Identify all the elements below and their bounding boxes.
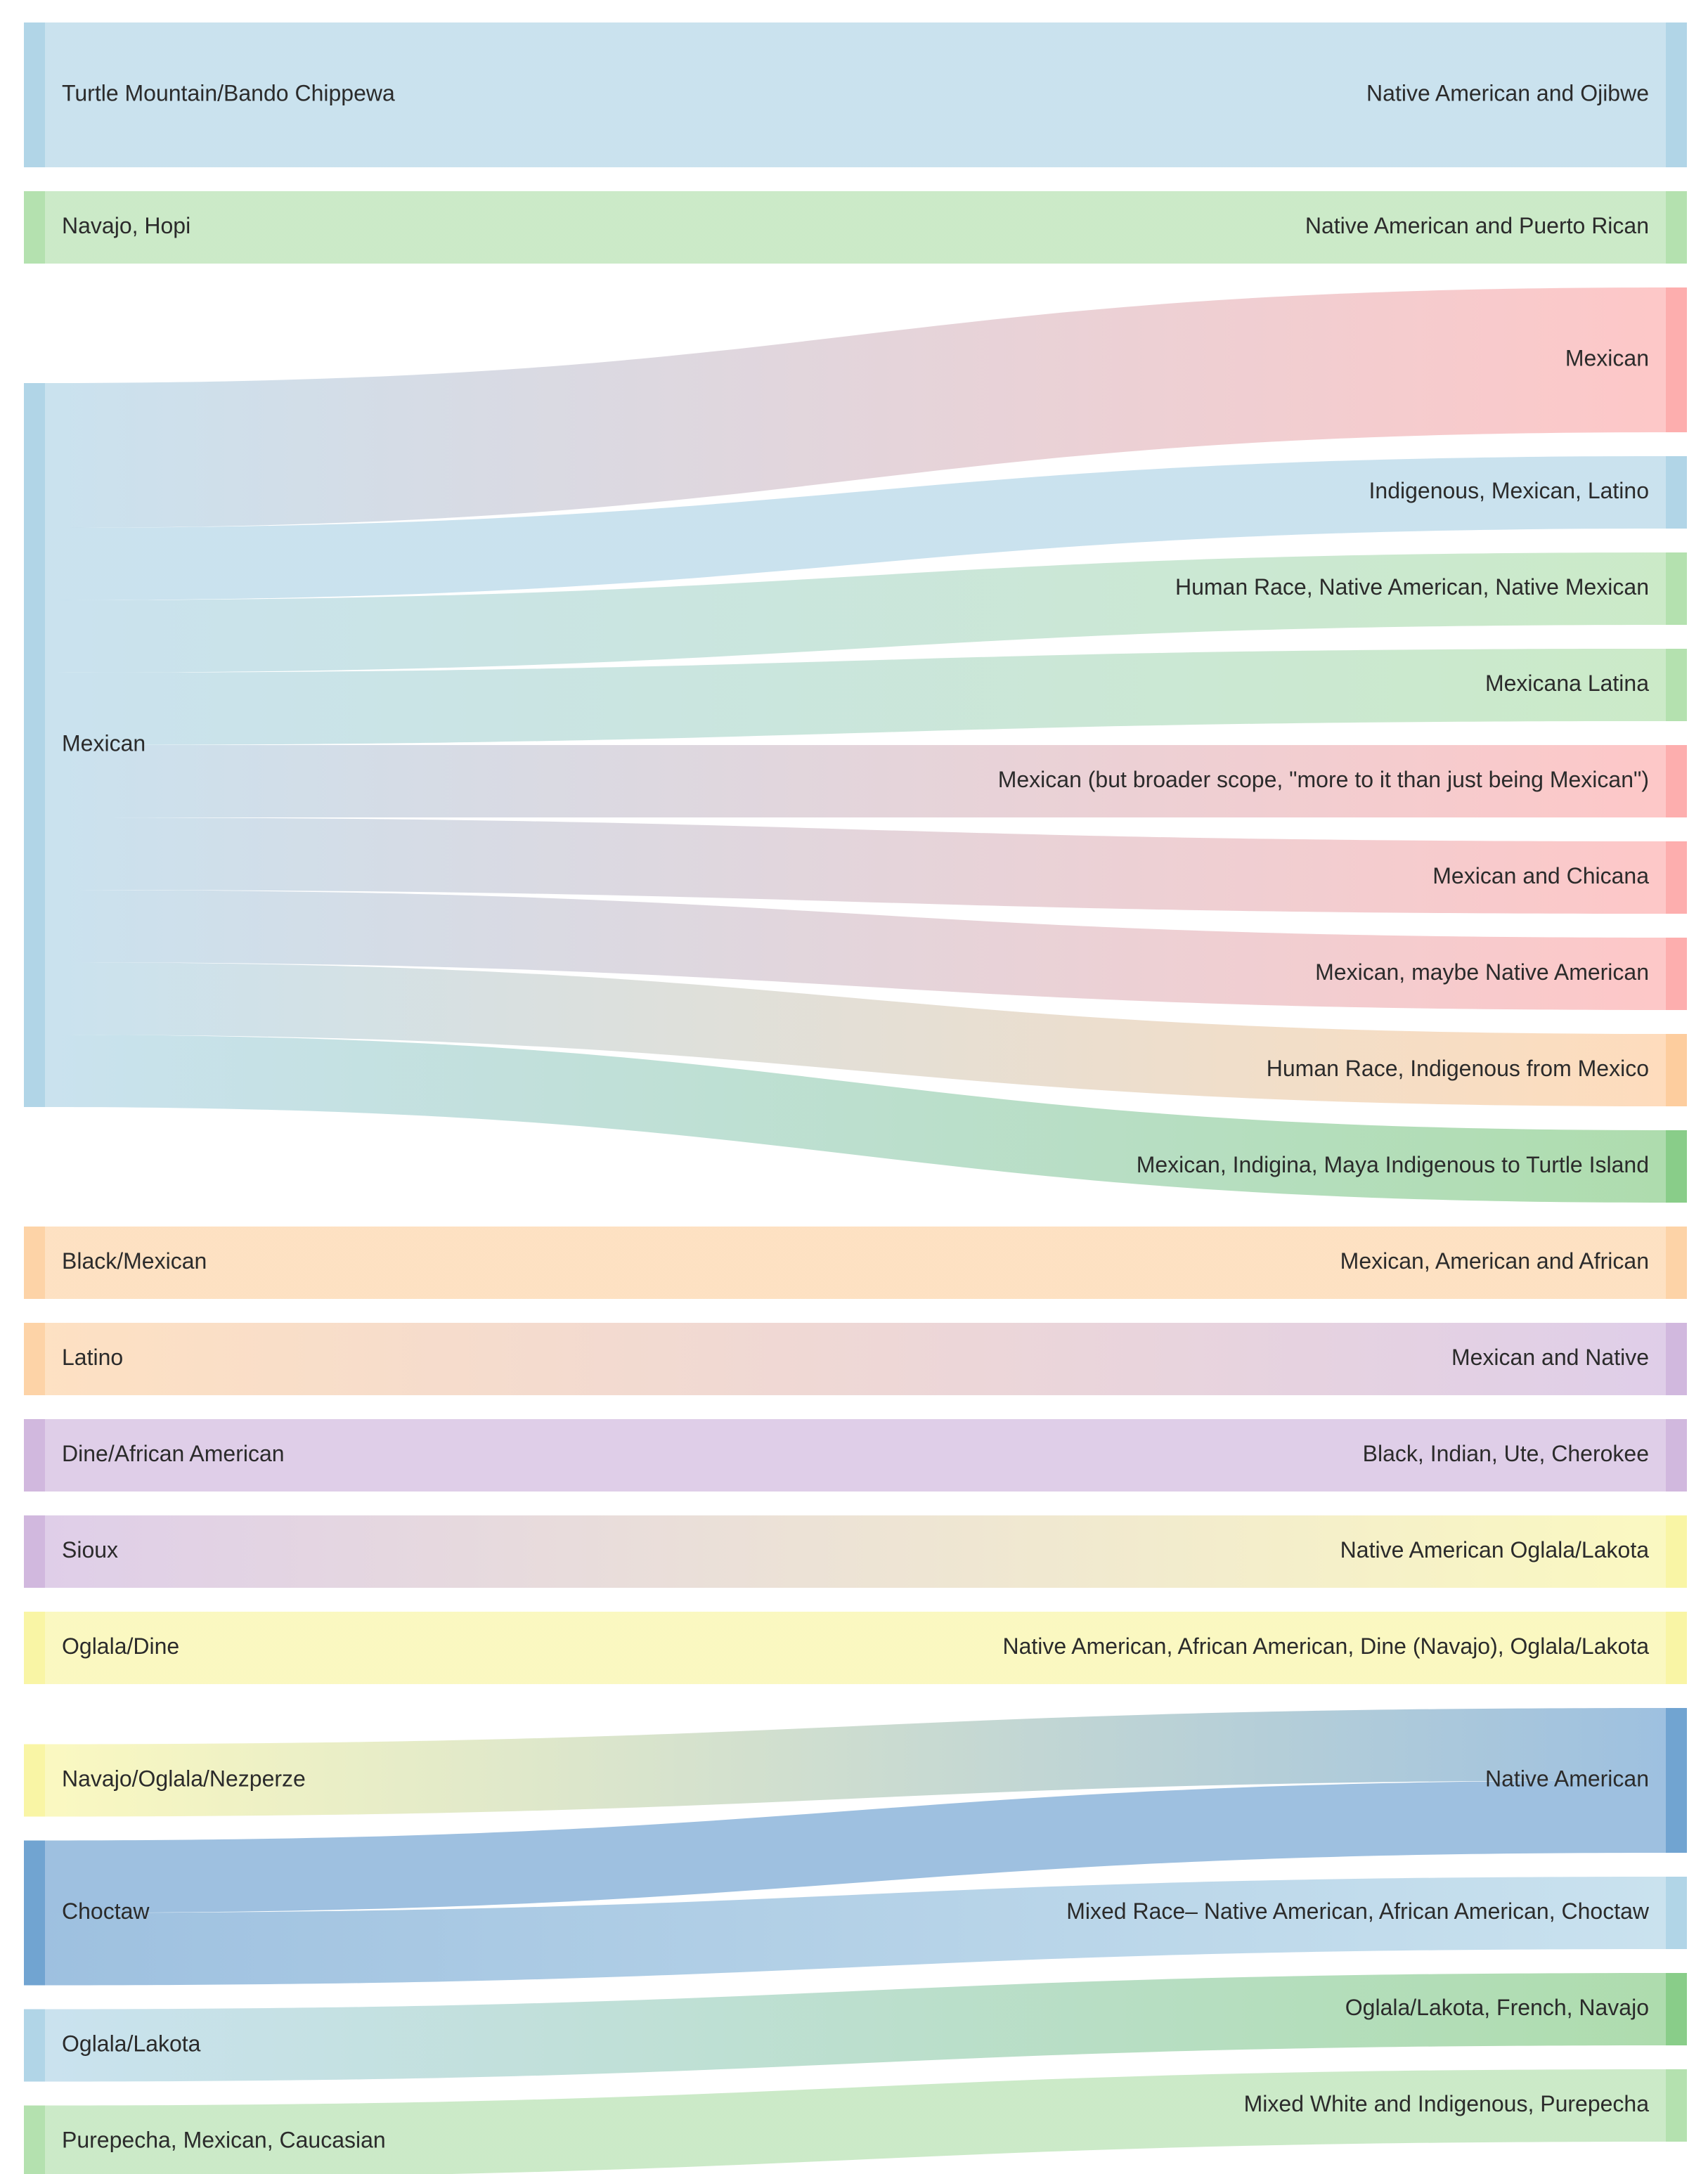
target-label-mexican-and-chicana: Mexican and Chicana (1432, 863, 1649, 888)
source-node-sioux[interactable] (24, 1515, 45, 1588)
link-mexican-to-human-race-native-american-native-mexican[interactable] (45, 552, 1666, 673)
target-node-mexican-but-broader-scope-more-to-it-than-just-being-mexican[interactable] (1666, 745, 1687, 817)
target-node-native-american-and-ojibwe[interactable] (1666, 22, 1687, 167)
target-node-native-american[interactable] (1666, 1708, 1687, 1853)
target-label-native-american-and-puerto-rican: Native American and Puerto Rican (1305, 213, 1649, 238)
target-label-mixed-race-native-american-african-american-choctaw: Mixed Race– Native American, African Ame… (1066, 1898, 1650, 1924)
source-node-navajo-hopi[interactable] (24, 191, 45, 264)
link-mexican-to-mexican-maybe-native-american[interactable] (45, 890, 1666, 1010)
source-label-navajo-hopi: Navajo, Hopi (62, 213, 190, 238)
link-mexican-to-mexican-indigina-maya-indigenous-to-turtle-island[interactable] (45, 1035, 1666, 1203)
target-label-indigenous-mexican-latino: Indigenous, Mexican, Latino (1369, 478, 1649, 503)
source-node-purepecha-mexican-caucasian[interactable] (24, 2105, 45, 2174)
link-oglala-dine-to-native-american-african-american-dine-navajo-oglala-lakota[interactable] (45, 1612, 1666, 1684)
source-node-turtle-mountain-bando-chippewa[interactable] (24, 22, 45, 167)
target-label-mexican-maybe-native-american: Mexican, maybe Native American (1315, 959, 1649, 985)
target-label-mexican-but-broader-scope-more-to-it-than-just-being-mexican: Mexican (but broader scope, "more to it … (998, 767, 1649, 792)
source-label-purepecha-mexican-caucasian: Purepecha, Mexican, Caucasian (62, 2127, 386, 2152)
link-oglala-lakota-to-oglala-lakota-french-navajo[interactable] (45, 1973, 1666, 2082)
target-node-human-race-native-american-native-mexican[interactable] (1666, 552, 1687, 625)
link-dine-african-american-to-black-indian-ute-cherokee[interactable] (45, 1419, 1666, 1492)
source-node-oglala-lakota[interactable] (24, 2009, 45, 2082)
target-label-oglala-lakota-french-navajo: Oglala/Lakota, French, Navajo (1345, 1995, 1649, 2020)
source-label-oglala-lakota: Oglala/Lakota (62, 2031, 201, 2056)
target-label-mexican: Mexican (1565, 345, 1649, 370)
source-node-black-mexican[interactable] (24, 1227, 45, 1299)
target-label-mexican-and-native: Mexican and Native (1451, 1345, 1649, 1370)
target-label-native-american-and-ojibwe: Native American and Ojibwe (1366, 80, 1649, 105)
source-label-choctaw: Choctaw (62, 1898, 150, 1924)
target-node-black-indian-ute-cherokee[interactable] (1666, 1419, 1687, 1492)
source-label-latino: Latino (62, 1345, 123, 1370)
labels-layer: Turtle Mountain/Bando Chippewa Navajo, Ho… (62, 80, 1650, 2152)
source-node-mexican[interactable] (24, 383, 45, 1107)
target-node-mexicana-latina[interactable] (1666, 649, 1687, 721)
target-label-mexican-american-and-african: Mexican, American and African (1340, 1248, 1649, 1274)
link-navajo-oglala-nezperze-to-native-american[interactable] (45, 1708, 1666, 1817)
target-label-native-american: Native American (1485, 1766, 1649, 1791)
target-node-mexican-american-and-african[interactable] (1666, 1227, 1687, 1299)
target-label-mixed-white-and-indigenous-purepecha: Mixed White and Indigenous, Purepecha (1244, 2091, 1650, 2116)
target-node-native-american-and-puerto-rican[interactable] (1666, 191, 1687, 264)
link-mexican-to-mexican-and-chicana[interactable] (45, 817, 1666, 914)
target-label-mexican-indigina-maya-indigenous-to-turtle-island: Mexican, Indigina, Maya Indigenous to Tu… (1137, 1152, 1649, 1177)
source-label-black-mexican: Black/Mexican (62, 1248, 207, 1274)
source-label-navajo-oglala-nezperze: Navajo/Oglala/Nezperze (62, 1766, 306, 1791)
target-node-mexican-and-chicana[interactable] (1666, 841, 1687, 914)
target-node-mexican[interactable] (1666, 287, 1687, 432)
link-mexican-to-mexicana-latina[interactable] (45, 649, 1666, 745)
target-node-native-american-african-american-dine-navajo-oglala-lakota[interactable] (1666, 1612, 1687, 1684)
target-label-mexicana-latina: Mexicana Latina (1485, 671, 1649, 696)
target-label-human-race-indigenous-from-mexico: Human Race, Indigenous from Mexico (1267, 1056, 1649, 1081)
source-label-turtle-mountain-bando-chippewa: Turtle Mountain/Bando Chippewa (62, 80, 395, 105)
source-node-dine-african-american[interactable] (24, 1419, 45, 1492)
target-label-black-indian-ute-cherokee: Black, Indian, Ute, Cherokee (1363, 1441, 1649, 1466)
link-choctaw-to-native-american[interactable] (45, 1780, 1666, 1913)
target-node-oglala-lakota-french-navajo[interactable] (1666, 1973, 1687, 2045)
link-choctaw-to-mixed-race-native-american-african-american-choctaw[interactable] (45, 1877, 1666, 1986)
link-mexican-to-mexican[interactable] (45, 287, 1666, 528)
target-node-mexican-indigina-maya-indigenous-to-turtle-island[interactable] (1666, 1130, 1687, 1203)
source-node-latino[interactable] (24, 1323, 45, 1395)
target-label-native-american-oglala-lakota: Native American Oglala/Lakota (1340, 1537, 1650, 1562)
source-label-dine-african-american: Dine/African American (62, 1441, 285, 1466)
link-mexican-to-human-race-indigenous-from-mexico[interactable] (45, 962, 1666, 1106)
target-node-mexican-and-native[interactable] (1666, 1323, 1687, 1395)
target-node-mixed-race-native-american-african-american-choctaw[interactable] (1666, 1877, 1687, 1949)
link-latino-to-mexican-and-native[interactable] (45, 1323, 1666, 1395)
link-turtle-mountain-bando-chippewa-to-native-american-and-ojibwe[interactable] (45, 22, 1666, 167)
link-mexican-to-mexican-but-broader-scope-more-to-it-than-just-being-mexican[interactable] (45, 745, 1666, 817)
link-sioux-to-native-american-oglala-lakota[interactable] (45, 1515, 1666, 1588)
link-mexican-to-indigenous-mexican-latino[interactable] (45, 456, 1666, 600)
link-purepecha-mexican-caucasian-to-mixed-white-and-indigenous-purepecha[interactable] (45, 2069, 1666, 2174)
source-label-oglala-dine: Oglala/Dine (62, 1633, 179, 1659)
links-layer (45, 22, 1666, 2174)
link-navajo-hopi-to-native-american-and-puerto-rican[interactable] (45, 191, 1666, 264)
target-node-mixed-white-and-indigenous-purepecha[interactable] (1666, 2069, 1687, 2142)
target-label-human-race-native-american-native-mexican: Human Race, Native American, Native Mexi… (1175, 574, 1649, 600)
source-label-sioux: Sioux (62, 1537, 118, 1562)
target-label-native-american-african-american-dine-navajo-oglala-lakota: Native American, African American, Dine … (1002, 1633, 1649, 1659)
source-node-oglala-dine[interactable] (24, 1612, 45, 1684)
source-node-choctaw[interactable] (24, 1840, 45, 1986)
source-label-mexican: Mexican (62, 730, 145, 756)
link-black-mexican-to-mexican-american-and-african[interactable] (45, 1227, 1666, 1299)
target-node-indigenous-mexican-latino[interactable] (1666, 456, 1687, 529)
target-node-human-race-indigenous-from-mexico[interactable] (1666, 1034, 1687, 1106)
nodes-layer (24, 22, 1687, 2174)
target-node-native-american-oglala-lakota[interactable] (1666, 1515, 1687, 1588)
source-node-navajo-oglala-nezperze[interactable] (24, 1744, 45, 1817)
target-node-mexican-maybe-native-american[interactable] (1666, 938, 1687, 1010)
